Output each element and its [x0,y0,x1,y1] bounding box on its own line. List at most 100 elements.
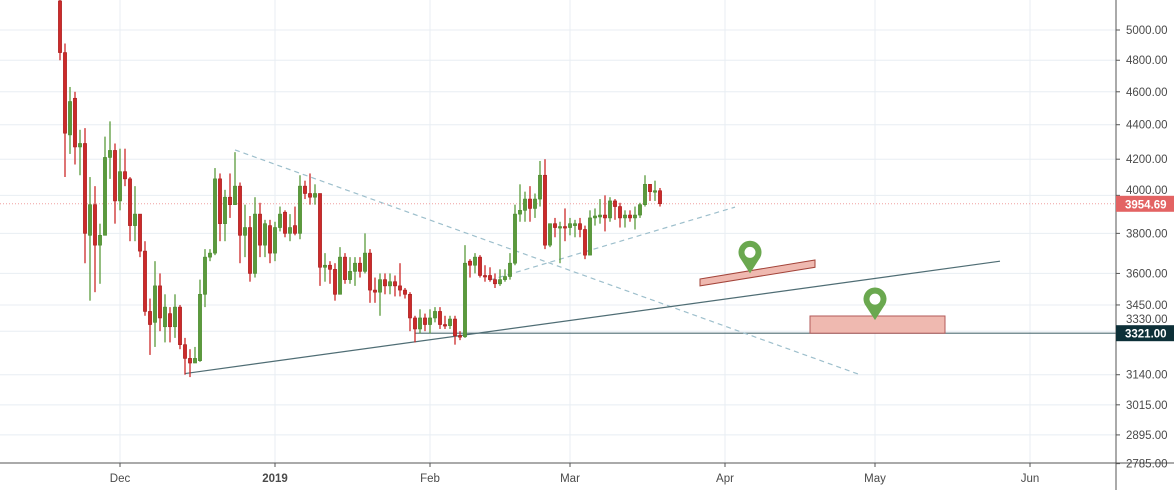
last-price-label: 3954.69 [1125,199,1167,211]
time-tick-label: Apr [716,473,734,485]
candle-body [248,227,252,274]
map-pin-hole [744,246,756,258]
drawings[interactable] [184,149,1116,376]
candle-body [643,184,647,205]
candle-body [283,211,287,234]
price-tick-label: 5000.00 [1126,25,1168,37]
candle [493,273,497,288]
candle-body [568,223,572,228]
candle [518,184,522,222]
candle-body [298,185,302,234]
price-tick-label: 4800.00 [1126,55,1168,67]
level-price-label: 3321.00 [1125,329,1167,341]
candle [643,175,647,207]
candle-body [658,190,662,205]
candle-body [178,306,182,345]
candle [418,309,422,334]
candle-body [148,311,152,325]
price-axis[interactable] [1116,0,1174,490]
candle-body [383,279,387,287]
rising-dashed-trendline[interactable] [489,206,736,281]
candle [548,223,552,248]
candle [508,253,512,280]
candle [128,177,132,242]
candle [618,202,622,228]
candle [333,263,337,301]
candle [103,136,107,236]
grid [0,0,1116,465]
candle-body [398,285,402,291]
candle-body [268,225,272,254]
candle [93,186,97,293]
candle [533,193,537,218]
candle [198,279,202,362]
candle-body [263,223,267,246]
candle-body [173,306,177,328]
candle [58,0,62,61]
candle [573,219,577,238]
descending-dashed-trendline[interactable] [234,149,861,376]
candle [358,257,362,278]
map-pin-icon[interactable] [738,240,762,274]
candle-body [228,196,232,205]
target-zone-1[interactable] [699,259,816,287]
candle [278,206,282,232]
candle [463,245,467,338]
candle-body [613,200,617,207]
candle-body [373,289,377,293]
target-zone-2[interactable] [809,315,946,334]
price-tick-label: 4400.00 [1126,120,1168,132]
candle-body [163,306,167,328]
candle-body [418,317,422,330]
candle [213,168,217,256]
candle-body [128,178,132,226]
time-tick-label: Mar [560,473,580,485]
candle [153,261,157,347]
candle-body [193,358,197,364]
candle [638,202,642,218]
candle [433,307,437,323]
candle [498,269,502,286]
candle-body [438,311,442,325]
candle [263,219,267,258]
candle [148,298,152,355]
candle-body [168,313,172,328]
candle [308,173,312,205]
candle [483,265,487,282]
candle-body [353,262,357,272]
drawing-markers[interactable] [738,240,887,321]
candle-body [583,229,587,256]
price-tick-label: 3450.00 [1126,300,1168,312]
candle [568,217,572,236]
candle [318,193,322,286]
candle-body [588,217,592,256]
candle [538,160,542,207]
price-tick-label: 3015.00 [1126,400,1168,412]
candle-body [533,198,537,209]
candle-body [523,198,527,211]
candle [313,184,317,205]
candle-body [403,289,407,295]
candle [203,249,207,308]
candle-body [208,252,212,258]
candle-body [468,260,472,266]
candle-body [563,226,567,229]
candle-body [463,262,467,338]
candle-body [88,204,92,236]
time-tick-label: May [864,473,886,485]
candle-body [333,269,337,295]
time-tick-label: Feb [420,473,440,485]
time-axis[interactable] [0,463,1174,490]
candle [473,253,477,274]
candle-body [483,275,487,278]
map-pin-icon[interactable] [863,287,887,321]
candle [328,261,332,284]
candle-body [453,318,457,336]
candle-body [123,171,127,180]
candle-body [458,335,462,338]
rising-trendline[interactable] [184,260,1001,375]
candle-body [528,198,532,209]
candle-body [593,215,597,219]
